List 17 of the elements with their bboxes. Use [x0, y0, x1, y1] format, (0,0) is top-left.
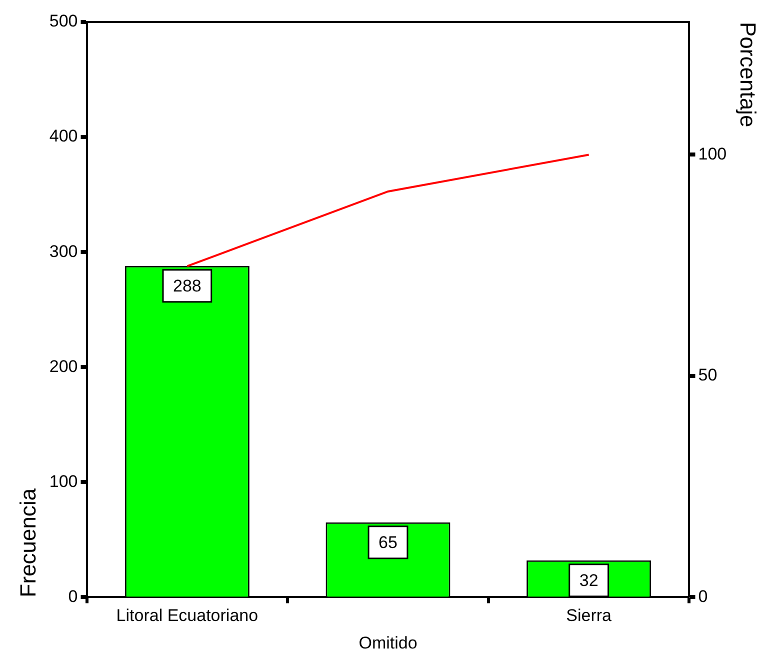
y2-tick-label: 100: [698, 144, 727, 164]
data-label: 65: [378, 533, 398, 552]
data-label: 32: [579, 571, 598, 590]
y2-tick-label: 0: [698, 586, 708, 606]
y-tick-label: 0: [68, 586, 78, 606]
y-tick-label: 100: [49, 472, 78, 491]
y-tick-label: 500: [49, 12, 78, 31]
y-tick-label: 400: [49, 126, 78, 146]
x-axis-title: Omitido: [358, 633, 418, 652]
y2-axis-title: Porcentaje: [736, 22, 761, 128]
y2-tick-label: 50: [698, 366, 718, 385]
y-axis-title: Frecuencia: [15, 488, 40, 598]
y-tick-label: 300: [49, 242, 78, 261]
data-label: 288: [172, 276, 202, 296]
x-tick-label: Sierra: [566, 606, 612, 626]
y-tick-label: 200: [49, 356, 78, 376]
x-tick-label: Litoral Ecuatoriano: [116, 606, 258, 626]
